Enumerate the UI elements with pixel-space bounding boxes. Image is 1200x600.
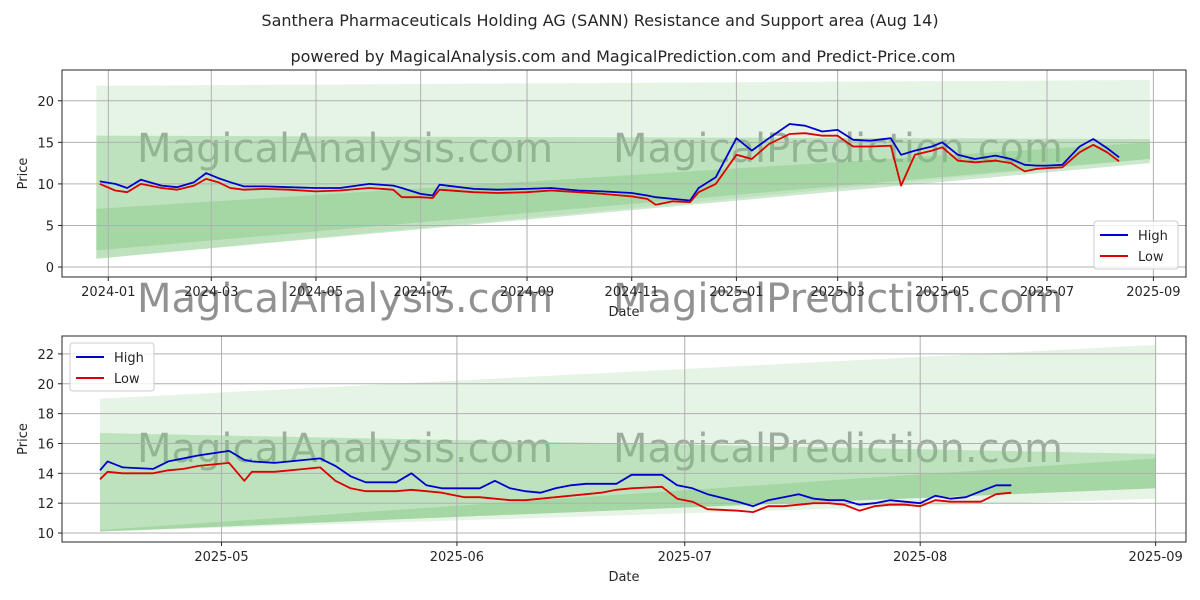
- y-tick-label: 18: [37, 408, 54, 423]
- series-line-high: [99, 450, 1012, 508]
- x-tick-label: 2024-01: [81, 285, 135, 300]
- series-line-low: [99, 132, 1120, 206]
- x-tick-label: 2025-01: [709, 285, 763, 300]
- watermark-right-bottom: MagicalPrediction.com: [613, 426, 1063, 472]
- y-tick-label: 0: [46, 261, 54, 276]
- price-lines: [99, 123, 1120, 206]
- band-dark-2: [96, 142, 1150, 259]
- x-tick-label: 2025-03: [810, 285, 864, 300]
- x-tick-label: 2024-03: [184, 285, 238, 300]
- watermark-right-lower: MagicalPrediction.com: [613, 276, 1063, 322]
- band-dark-1: [99, 433, 1156, 532]
- resistance-support-bands: [99, 344, 1156, 532]
- legend: High Low: [1093, 220, 1179, 270]
- watermark-left-lower: MagicalAnalysis.com: [137, 276, 553, 322]
- y-tick-label: 22: [37, 348, 54, 363]
- x-tick-label: 2024-11: [605, 285, 659, 300]
- price-lines: [99, 450, 1012, 513]
- x-tick-label: 2025-09: [1128, 550, 1182, 565]
- gridlines: [62, 70, 1186, 277]
- gridlines: [62, 336, 1186, 542]
- legend-low-label: Low: [114, 372, 140, 387]
- y-tick-label: 20: [37, 95, 54, 110]
- band-dark-2: [99, 458, 1156, 532]
- y-tick-label: 10: [37, 178, 54, 193]
- x-tick-label: 2025-09: [1126, 285, 1180, 300]
- x-tick-label: 2024-07: [393, 285, 447, 300]
- y-axis-ticks: 10 12 14 16 18 20 22: [37, 348, 62, 542]
- y-axis-label: Price: [16, 158, 31, 190]
- band-light-0: [96, 79, 1150, 259]
- x-tick-label: 2024-05: [289, 285, 343, 300]
- top-chart-panel: MagicalAnalysis.com MagicalPrediction.co…: [16, 69, 1187, 322]
- y-tick-label: 14: [37, 467, 54, 482]
- x-tick-label: 2024-09: [500, 285, 554, 300]
- y-tick-label: 10: [37, 527, 54, 542]
- x-axis-ticks: 2025-05 2025-06 2025-07 2025-08 2025-09: [194, 542, 1183, 565]
- y-tick-label: 12: [37, 497, 54, 512]
- x-axis-ticks: 2024-01 2024-03 2024-05 2024-07 2024-09 2024-…: [81, 277, 1181, 300]
- chart-subtitle: powered by MagicalAnalysis.com and Magic…: [290, 47, 955, 66]
- x-tick-label: 2025-05: [915, 285, 969, 300]
- series-line-low: [99, 462, 1012, 513]
- band-light-0: [99, 344, 1156, 532]
- legend: High Low: [69, 342, 155, 392]
- bottom-chart-panel: MagicalAnalysis.com MagicalPrediction.co…: [16, 335, 1187, 585]
- y-axis-label: Price: [16, 423, 31, 455]
- x-axis-label: Date: [608, 305, 639, 320]
- y-tick-label: 16: [37, 437, 54, 452]
- x-tick-label: 2025-08: [893, 550, 947, 565]
- watermark-left: MagicalAnalysis.com: [137, 126, 553, 172]
- legend-low-label: Low: [1138, 250, 1164, 265]
- legend-high-label: High: [1138, 229, 1168, 244]
- x-tick-label: 2025-07: [1020, 285, 1074, 300]
- x-tick-label: 2025-05: [194, 550, 248, 565]
- legend-high-label: High: [114, 351, 144, 366]
- y-tick-label: 15: [37, 136, 54, 151]
- plot-frame: [61, 335, 1187, 543]
- chart-title: Santhera Pharmaceuticals Holding AG (SAN…: [261, 11, 938, 30]
- series-line-high: [99, 123, 1120, 202]
- y-tick-label: 5: [46, 219, 54, 234]
- resistance-support-bands: [96, 79, 1150, 259]
- x-tick-label: 2025-07: [658, 550, 712, 565]
- y-axis-ticks: 0 5 10 15 20: [37, 95, 62, 276]
- plot-frame: [61, 69, 1187, 278]
- x-axis-label: Date: [608, 570, 639, 585]
- y-tick-label: 20: [37, 378, 54, 393]
- x-tick-label: 2025-06: [430, 550, 484, 565]
